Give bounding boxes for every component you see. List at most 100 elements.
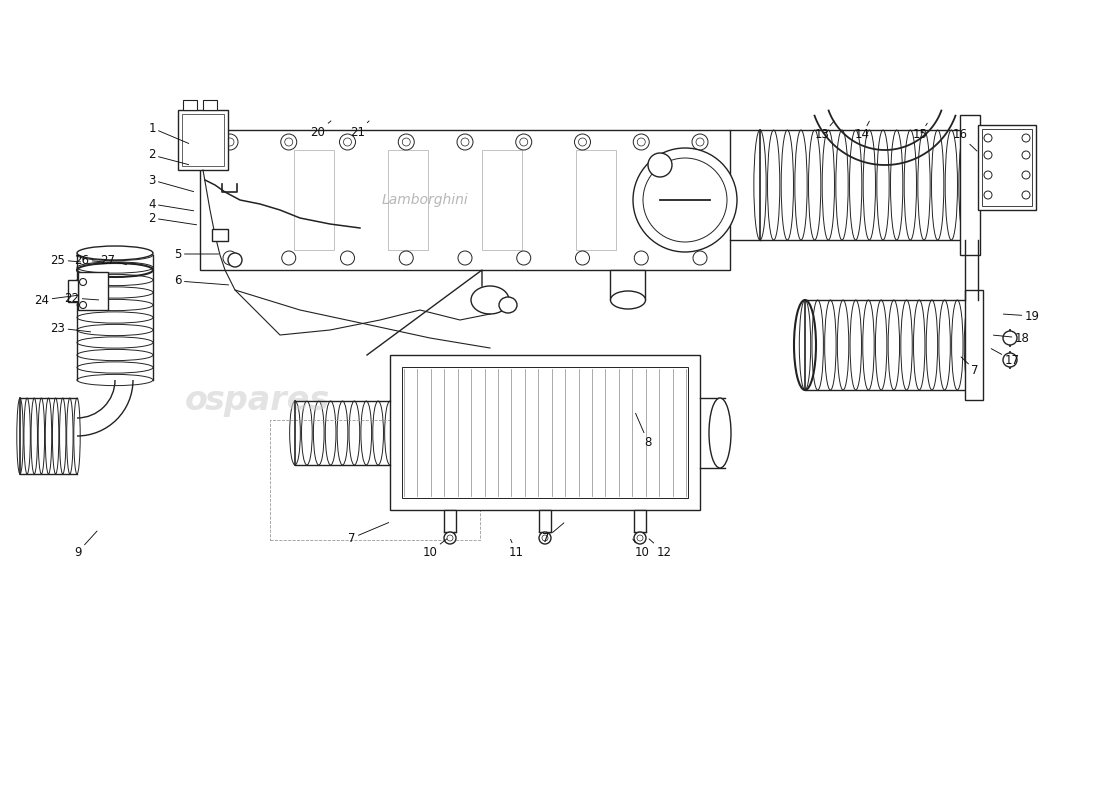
Text: 13: 13 xyxy=(815,121,834,142)
Circle shape xyxy=(285,138,293,146)
Circle shape xyxy=(692,134,708,150)
Text: 3: 3 xyxy=(148,174,194,192)
Text: 7: 7 xyxy=(349,522,388,545)
Circle shape xyxy=(517,251,530,265)
Text: 8: 8 xyxy=(636,414,651,449)
Bar xyxy=(294,150,334,250)
Text: Lamborghini: Lamborghini xyxy=(382,193,469,207)
Bar xyxy=(610,270,645,300)
Circle shape xyxy=(696,138,704,146)
Circle shape xyxy=(456,134,473,150)
Text: euro: euro xyxy=(270,184,355,217)
Circle shape xyxy=(340,134,355,150)
Circle shape xyxy=(984,151,992,159)
Bar xyxy=(178,110,228,170)
Bar xyxy=(390,355,700,510)
Text: 2: 2 xyxy=(148,211,197,225)
Bar xyxy=(539,510,551,532)
Text: 9: 9 xyxy=(75,531,97,558)
Bar xyxy=(388,150,428,250)
Circle shape xyxy=(693,251,707,265)
Text: 5: 5 xyxy=(174,247,219,261)
Bar xyxy=(182,114,224,166)
Circle shape xyxy=(984,134,992,142)
Circle shape xyxy=(637,535,644,541)
Text: 19: 19 xyxy=(1003,310,1040,322)
Text: 15: 15 xyxy=(913,123,927,142)
Text: 12: 12 xyxy=(649,539,671,558)
Text: 24: 24 xyxy=(34,294,78,306)
Circle shape xyxy=(574,134,591,150)
Text: 25: 25 xyxy=(51,254,80,266)
Circle shape xyxy=(341,251,354,265)
Circle shape xyxy=(644,158,727,242)
Circle shape xyxy=(222,134,238,150)
Text: 23: 23 xyxy=(51,322,90,334)
Circle shape xyxy=(984,191,992,199)
Bar xyxy=(270,420,480,540)
Bar xyxy=(68,280,78,302)
Text: 21: 21 xyxy=(351,121,369,138)
Circle shape xyxy=(458,251,472,265)
Bar xyxy=(78,272,108,310)
Circle shape xyxy=(634,134,649,150)
Circle shape xyxy=(1003,331,1018,345)
Text: 27: 27 xyxy=(100,254,126,266)
Text: 7: 7 xyxy=(542,523,564,545)
Circle shape xyxy=(1003,353,1018,367)
Circle shape xyxy=(447,535,453,541)
Text: 4: 4 xyxy=(148,198,194,210)
Circle shape xyxy=(444,532,456,544)
Text: o: o xyxy=(185,384,208,417)
Bar xyxy=(960,115,980,255)
Circle shape xyxy=(579,138,586,146)
Text: 11: 11 xyxy=(508,539,524,558)
Circle shape xyxy=(635,251,648,265)
Circle shape xyxy=(226,138,234,146)
Bar xyxy=(204,100,217,110)
Circle shape xyxy=(1022,151,1030,159)
Bar xyxy=(212,229,228,241)
Text: 1: 1 xyxy=(148,122,189,143)
Text: 16: 16 xyxy=(953,129,977,151)
Text: spares: spares xyxy=(205,384,330,417)
Ellipse shape xyxy=(77,246,153,260)
Text: 17: 17 xyxy=(991,349,1020,366)
Bar xyxy=(402,367,688,498)
Bar xyxy=(576,150,616,250)
Text: 2: 2 xyxy=(148,149,189,165)
Bar xyxy=(200,130,730,270)
Text: spares: spares xyxy=(370,184,495,217)
Bar xyxy=(978,125,1036,210)
Circle shape xyxy=(632,148,737,252)
Circle shape xyxy=(539,532,551,544)
Bar xyxy=(982,129,1032,206)
Circle shape xyxy=(637,138,646,146)
Ellipse shape xyxy=(710,398,732,468)
Circle shape xyxy=(79,278,87,286)
Circle shape xyxy=(282,251,296,265)
Circle shape xyxy=(228,253,242,267)
Text: 7: 7 xyxy=(961,357,979,377)
Text: 20: 20 xyxy=(310,121,331,138)
Ellipse shape xyxy=(499,297,517,313)
Text: 6: 6 xyxy=(174,274,229,287)
Text: 22: 22 xyxy=(65,291,99,305)
Circle shape xyxy=(1022,171,1030,179)
Bar xyxy=(183,100,197,110)
Bar xyxy=(634,510,646,532)
Text: 26: 26 xyxy=(75,254,103,266)
Text: 10: 10 xyxy=(422,539,447,558)
Ellipse shape xyxy=(471,286,509,314)
Circle shape xyxy=(516,134,531,150)
Circle shape xyxy=(634,532,646,544)
Bar xyxy=(444,510,456,532)
Text: 10: 10 xyxy=(632,539,649,558)
Circle shape xyxy=(648,153,672,177)
Bar xyxy=(965,290,983,400)
Circle shape xyxy=(984,171,992,179)
Text: 14: 14 xyxy=(855,122,869,142)
Circle shape xyxy=(403,138,410,146)
Circle shape xyxy=(398,134,415,150)
Circle shape xyxy=(280,134,297,150)
